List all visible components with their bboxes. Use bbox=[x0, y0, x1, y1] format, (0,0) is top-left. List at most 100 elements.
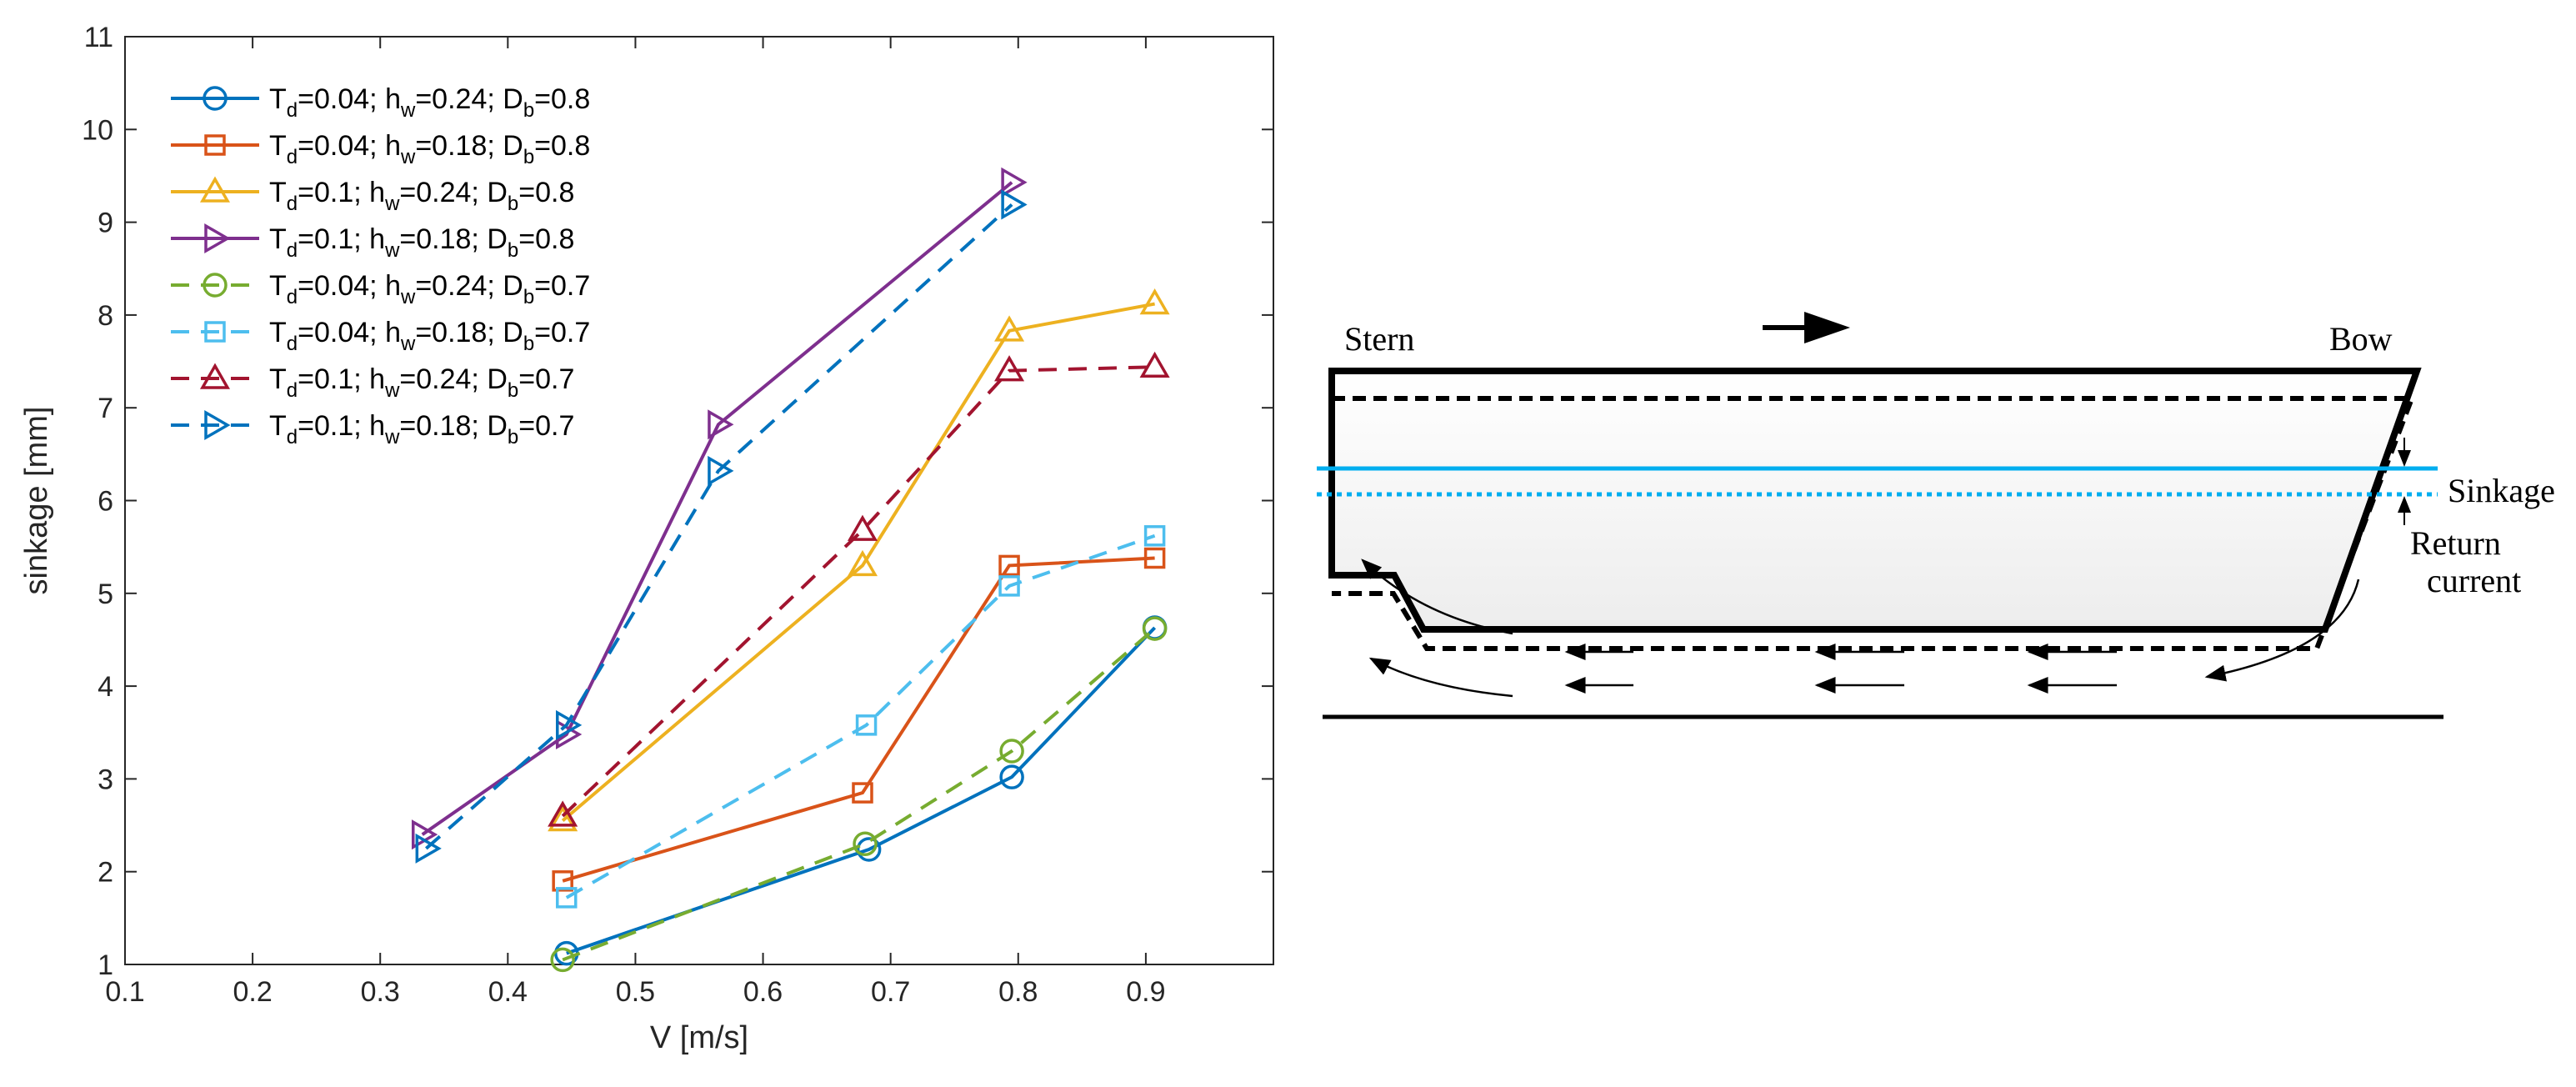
series-8-point bbox=[415, 833, 442, 864]
legend-label: Td=0.04; hw=0.18; Db=0.7 bbox=[269, 317, 590, 355]
x-tick-label: 0.1 bbox=[105, 976, 144, 1008]
series-5-point bbox=[550, 947, 575, 973]
return-current-label-line1: Return bbox=[2410, 524, 2501, 562]
series-5-point bbox=[853, 831, 878, 857]
legend-entry-6: Td=0.04; hw=0.18; Db=0.7 bbox=[171, 317, 590, 355]
plot-frame bbox=[124, 36, 1274, 965]
y-tick-label: 1 bbox=[98, 949, 113, 981]
x-tick-label: 0.9 bbox=[1126, 976, 1165, 1008]
axis-ticks: 0.1 0.2 0.3 0.4 0.5 0.6 0.7 0.8 0.9 1 2 3 4 5 6 7 8 9 10 11 bbox=[82, 22, 1273, 1008]
series-3-point bbox=[1139, 288, 1170, 315]
series-2 bbox=[552, 547, 1166, 892]
series-3-point bbox=[994, 315, 1025, 342]
series-8 bbox=[415, 189, 1028, 864]
legend-marker bbox=[199, 176, 231, 203]
series-8-point bbox=[1001, 189, 1028, 220]
legend-marker bbox=[204, 134, 226, 156]
legend-marker bbox=[203, 86, 228, 111]
series-2-point bbox=[1143, 547, 1166, 569]
series-2-point bbox=[852, 782, 873, 804]
travel-direction-arrow bbox=[1763, 312, 1850, 343]
series-8-line bbox=[425, 203, 1013, 850]
legend-label: Td=0.04; hw=0.24; Db=0.7 bbox=[269, 270, 590, 308]
series-7-point bbox=[1139, 351, 1170, 378]
ship-hull-sunk bbox=[1332, 396, 2416, 651]
legend-entry-8: Td=0.1; hw=0.18; Db=0.7 bbox=[171, 409, 574, 448]
legend-entry-4: Td=0.1; hw=0.18; Db=0.8 bbox=[171, 223, 574, 262]
series-layer bbox=[411, 167, 1170, 973]
legend-marker bbox=[199, 363, 231, 389]
x-tick-label: 0.4 bbox=[488, 976, 528, 1008]
series-1-point bbox=[856, 837, 882, 862]
series-4-point bbox=[1001, 167, 1028, 198]
legend-label: Td=0.04; hw=0.18; Db=0.8 bbox=[269, 130, 590, 168]
ship-sinkage-diagram: Stern Bow Sinkage Return current bbox=[1317, 312, 2555, 719]
x-tick-label: 0.7 bbox=[871, 976, 910, 1008]
series-6-point bbox=[998, 575, 1020, 597]
series-6-point bbox=[855, 714, 878, 736]
legend-entry-1: Td=0.04; hw=0.24; Db=0.8 bbox=[171, 83, 590, 122]
y-tick-label: 5 bbox=[98, 579, 113, 610]
sinkage-line-chart: 0.1 0.2 0.3 0.4 0.5 0.6 0.7 0.8 0.9 1 2 3 4 5 6 7 8 9 10 11… bbox=[19, 22, 1274, 1055]
legend-entry-2: Td=0.04; hw=0.18; Db=0.8 bbox=[171, 130, 590, 168]
stern-label: Stern bbox=[1344, 320, 1414, 358]
y-tick-label: 2 bbox=[98, 857, 113, 889]
y-tick-label: 11 bbox=[84, 22, 113, 53]
y-tick-label: 6 bbox=[98, 486, 113, 518]
series-8-point bbox=[556, 709, 583, 740]
legend-label: Td=0.1; hw=0.24; Db=0.7 bbox=[269, 363, 574, 402]
return-current-label-line2: current bbox=[2427, 562, 2521, 599]
legend-marker bbox=[203, 273, 228, 298]
y-tick-label: 3 bbox=[98, 764, 113, 795]
y-tick-label: 8 bbox=[98, 300, 113, 332]
x-tick-label: 0.8 bbox=[998, 976, 1038, 1008]
series-5-point bbox=[999, 739, 1024, 764]
bow-label: Bow bbox=[2329, 320, 2393, 358]
legend-entry-5: Td=0.04; hw=0.24; Db=0.7 bbox=[171, 270, 590, 308]
series-3-point bbox=[847, 549, 878, 577]
series-7-point bbox=[847, 514, 878, 541]
legend-label: Td=0.1; hw=0.18; Db=0.7 bbox=[269, 410, 574, 448]
ship-hull-initial bbox=[1328, 368, 2422, 633]
plot-box bbox=[124, 36, 1274, 965]
series-7-point bbox=[994, 355, 1025, 382]
series-3-point bbox=[548, 804, 578, 832]
series-2-point bbox=[552, 870, 573, 892]
y-axis-label: sinkage [mm] bbox=[19, 407, 54, 595]
legend-marker bbox=[204, 409, 231, 441]
series-4-line bbox=[421, 181, 1013, 836]
legend-entry-3: Td=0.1; hw=0.24; Db=0.8 bbox=[171, 176, 574, 215]
legend-label: Td=0.1; hw=0.18; Db=0.8 bbox=[269, 223, 574, 262]
x-axis-label: V [m/s] bbox=[650, 1020, 748, 1055]
legend-entry-7: Td=0.1; hw=0.24; Db=0.7 bbox=[171, 363, 574, 402]
series-4-point bbox=[708, 409, 734, 440]
series-8-point bbox=[708, 455, 734, 486]
return-current-arrows bbox=[1361, 559, 2360, 698]
y-tick-label: 7 bbox=[98, 393, 113, 424]
y-tick-label: 9 bbox=[98, 208, 113, 239]
series-7-line bbox=[561, 365, 1155, 818]
series-5-point bbox=[1142, 616, 1168, 641]
x-tick-label: 0.2 bbox=[233, 976, 272, 1008]
sinkage-label: Sinkage bbox=[2448, 472, 2555, 509]
legend-marker bbox=[204, 321, 226, 343]
legend-marker bbox=[204, 223, 231, 254]
chart-legend: Td=0.04; hw=0.24; Db=0.8 Td=0.04; hw=0.18… bbox=[171, 83, 590, 448]
series-6-point bbox=[556, 887, 578, 909]
legend-label: Td=0.04; hw=0.24; Db=0.8 bbox=[269, 83, 590, 122]
series-2-point bbox=[998, 554, 1020, 577]
y-tick-label: 10 bbox=[82, 114, 113, 146]
y-tick-label: 4 bbox=[98, 671, 113, 703]
series-1-point bbox=[999, 764, 1024, 789]
x-tick-label: 0.5 bbox=[616, 976, 655, 1008]
series-5 bbox=[550, 616, 1168, 973]
series-6 bbox=[556, 525, 1166, 909]
series-2-line bbox=[562, 556, 1155, 883]
series-6-point bbox=[1143, 525, 1166, 547]
legend-label: Td=0.1; hw=0.24; Db=0.8 bbox=[269, 177, 574, 215]
x-tick-label: 0.3 bbox=[361, 976, 400, 1008]
series-7-point bbox=[548, 800, 578, 827]
series-7 bbox=[548, 351, 1170, 827]
series-5-line bbox=[562, 627, 1156, 962]
x-tick-label: 0.6 bbox=[743, 976, 783, 1008]
